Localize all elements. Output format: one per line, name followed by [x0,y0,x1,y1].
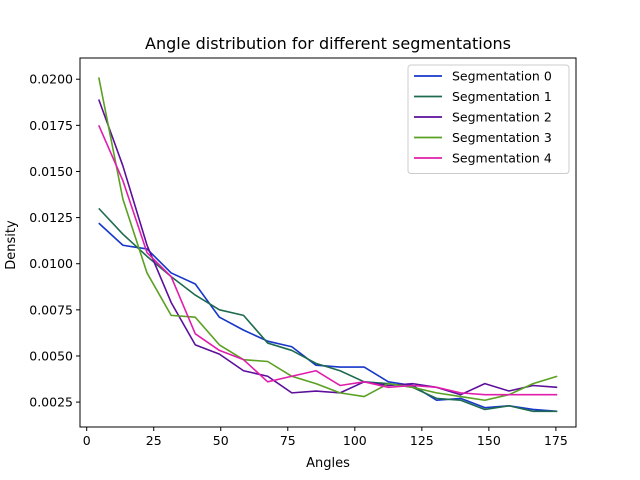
y-tick-label: 0.0175 [29,118,73,133]
x-tick-label: 25 [146,433,162,448]
y-tick-label: 0.0150 [29,164,73,179]
x-axis: 0 25 50 75 100 125 150 175 [83,427,568,448]
y-axis: 0.0025 0.0050 0.0075 0.0100 0.0125 0.0150 0.01… [29,72,80,410]
legend: Segmentation 0 Segmentation 1 Segmentation… [407,64,570,174]
legend-label-1: Segmentation 1 [452,89,552,104]
x-tick-label: 75 [280,433,296,448]
series-line-0 [98,222,558,413]
y-axis-label: Density [4,220,19,270]
series-line-2 [98,99,558,396]
series-line-4 [98,125,558,396]
legend-label-4: Segmentation 4 [452,151,552,166]
series-line-1 [98,207,558,413]
x-tick-label: 150 [477,433,501,448]
legend-label-3: Segmentation 3 [452,130,552,145]
legend-box [407,64,570,174]
y-tick-label: 0.0200 [29,72,73,87]
legend-label-2: Segmentation 2 [452,110,552,125]
y-tick-label: 0.0075 [29,302,73,317]
x-tick-label: 175 [544,433,568,448]
axes-frame [79,57,577,428]
series-line-3 [97,77,558,402]
chart-title: Angle distribution for different segment… [145,34,511,53]
legend-label-0: Segmentation 0 [452,69,552,84]
y-tick-label: 0.0100 [29,256,73,271]
x-axis-label: Angles [306,456,350,471]
x-tick-label: 100 [343,433,367,448]
y-tick-label: 0.0050 [29,348,73,363]
y-tick-label: 0.0025 [29,395,73,410]
x-tick-label: 50 [213,433,229,448]
series-lines [97,77,558,413]
x-tick-label: 0 [83,433,91,448]
x-tick-label: 125 [410,433,434,448]
y-tick-label: 0.0125 [29,210,73,225]
